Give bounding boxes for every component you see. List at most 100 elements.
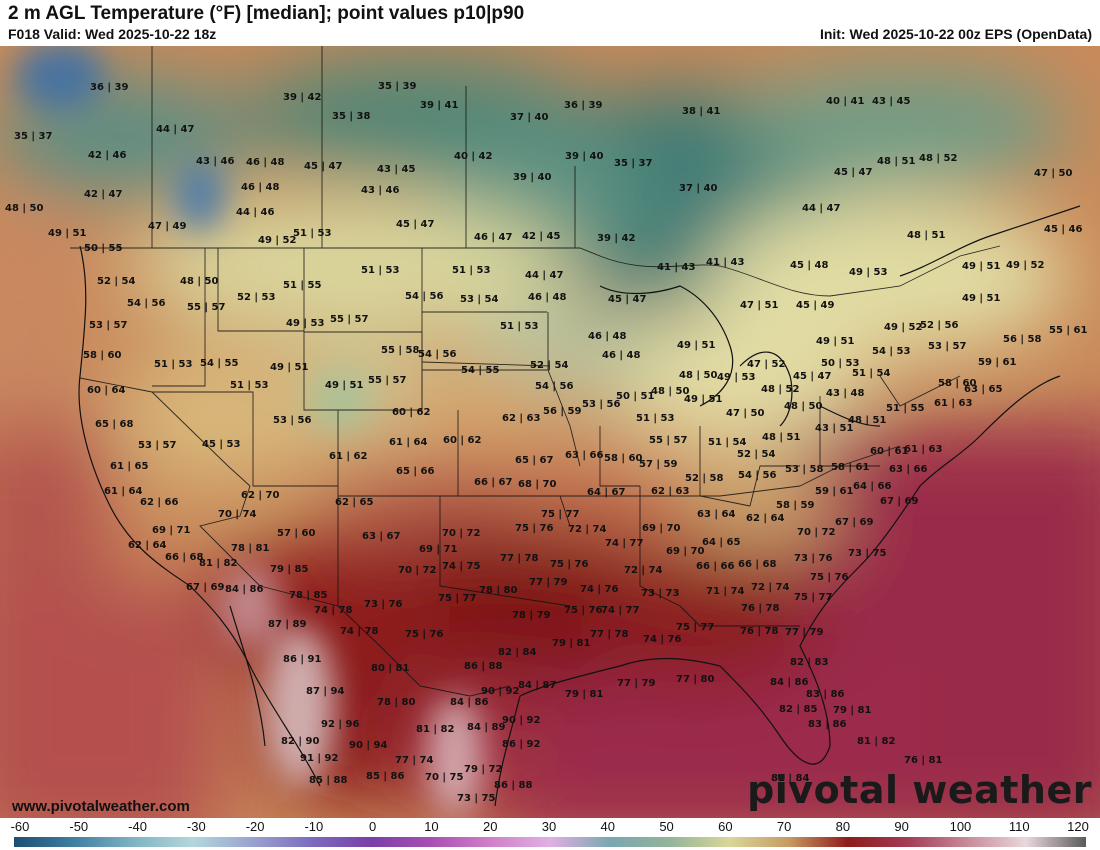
point-value: 52 | 54 (530, 360, 569, 371)
point-value: 92 | 96 (321, 719, 360, 730)
point-value: 78 | 85 (289, 590, 328, 601)
point-value: 84 | 86 (450, 697, 489, 708)
point-value: 70 | 72 (398, 565, 437, 576)
point-value: 55 | 57 (330, 314, 369, 325)
colorbar-tick-label: 100 (949, 819, 972, 834)
point-value: 62 | 66 (140, 497, 179, 508)
point-value: 63 | 67 (362, 531, 401, 542)
point-value: 47 | 49 (148, 221, 187, 232)
point-value: 43 | 45 (377, 164, 416, 175)
point-value: 39 | 41 (420, 100, 459, 111)
point-value: 87 | 89 (268, 619, 307, 630)
point-value: 35 | 37 (614, 158, 653, 169)
point-value: 86 | 92 (502, 739, 541, 750)
point-value: 48 | 52 (761, 384, 800, 395)
point-value: 75 | 77 (541, 509, 580, 520)
point-value: 66 | 66 (696, 561, 735, 572)
point-value: 69 | 71 (419, 544, 458, 555)
point-value: 54 | 56 (535, 381, 574, 392)
point-value: 51 | 55 (886, 403, 925, 414)
point-value: 45 | 47 (396, 219, 435, 230)
point-value: 60 | 62 (443, 435, 482, 446)
point-value: 53 | 54 (460, 294, 499, 305)
point-value: 46 | 48 (241, 182, 280, 193)
point-value: 51 | 55 (283, 280, 322, 291)
point-value: 77 | 79 (617, 678, 656, 689)
point-value: 48 | 51 (762, 432, 801, 443)
point-value: 48 | 50 (5, 203, 44, 214)
point-value: 78 | 79 (512, 610, 551, 621)
point-value: 48 | 50 (679, 370, 718, 381)
point-value: 70 | 72 (442, 528, 481, 539)
point-value: 51 | 54 (852, 368, 891, 379)
point-value: 82 | 85 (779, 704, 818, 715)
colorbar-tick-label: -40 (128, 819, 147, 834)
point-value: 66 | 67 (474, 477, 513, 488)
point-value: 48 | 51 (848, 415, 887, 426)
point-value: 43 | 46 (196, 156, 235, 167)
point-value: 72 | 74 (568, 524, 607, 535)
point-value: 79 | 81 (833, 705, 872, 716)
point-value: 61 | 64 (104, 486, 143, 497)
point-value: 60 | 64 (87, 385, 126, 396)
point-value: 54 | 56 (127, 298, 166, 309)
point-value: 61 | 63 (904, 444, 943, 455)
point-value: 53 | 57 (138, 440, 177, 451)
point-value: 62 | 64 (128, 540, 167, 551)
point-value: 53 | 56 (582, 399, 621, 410)
init-time: Init: Wed 2025-10-22 00z EPS (OpenData) (819, 26, 1092, 42)
point-value: 51 | 53 (361, 265, 400, 276)
colorbar-tick-label: 110 (1008, 819, 1030, 834)
point-value: 48 | 50 (180, 276, 219, 287)
point-value: 55 | 61 (1049, 325, 1088, 336)
point-value: 54 | 56 (738, 470, 777, 481)
point-value: 51 | 53 (500, 321, 539, 332)
point-value: 55 | 58 (381, 345, 420, 356)
point-value: 47 | 50 (726, 408, 765, 419)
point-value: 62 | 65 (335, 497, 374, 508)
point-value: 43 | 48 (826, 388, 865, 399)
point-value: 54 | 55 (200, 358, 239, 369)
point-value: 63 | 66 (565, 450, 604, 461)
point-value: 56 | 59 (543, 406, 582, 417)
point-value: 76 | 78 (740, 626, 779, 637)
point-value: 58 | 60 (604, 453, 643, 464)
point-value: 81 | 82 (857, 736, 896, 747)
point-value: 90 | 94 (349, 740, 388, 751)
colorbar-tick-label: 120 (1067, 819, 1089, 834)
point-value: 49 | 52 (258, 235, 297, 246)
point-value: 83 | 86 (806, 689, 845, 700)
point-value: 54 | 56 (418, 349, 457, 360)
brand-logo: pivotal weather (747, 768, 1092, 812)
temperature-map[interactable]: 36 | 39 39 | 42 35 | 39 39 | 41 37 | 40 36 | … (0, 46, 1100, 818)
point-value: 73 | 75 (848, 548, 887, 559)
point-value: 57 | 60 (277, 528, 316, 539)
point-value: 46 | 48 (588, 331, 627, 342)
point-value: 83 | 86 (808, 719, 847, 730)
point-value: 63 | 65 (964, 384, 1003, 395)
point-value: 46 | 48 (528, 292, 567, 303)
point-value: 66 | 68 (738, 559, 777, 570)
point-value: 60 | 61 (870, 446, 909, 457)
point-value: 41 | 43 (657, 262, 696, 273)
point-value: 73 | 76 (794, 553, 833, 564)
point-value: 53 | 56 (273, 415, 312, 426)
point-value: 54 | 56 (405, 291, 444, 302)
point-value: 49 | 51 (962, 261, 1001, 272)
point-value: 52 | 58 (685, 473, 724, 484)
point-value: 43 | 46 (361, 185, 400, 196)
point-value: 58 | 60 (938, 378, 977, 389)
point-value: 79 | 72 (464, 764, 503, 775)
point-value: 48 | 50 (784, 401, 823, 412)
point-value: 78 | 81 (231, 543, 270, 554)
point-value: 84 | 89 (467, 722, 506, 733)
point-value: 68 | 70 (518, 479, 557, 490)
point-value: 74 | 78 (340, 626, 379, 637)
point-value: 84 | 87 (518, 680, 557, 691)
point-value: 49 | 52 (1006, 260, 1045, 271)
colorbar-tick-label: -60 (10, 819, 30, 834)
point-value: 63 | 64 (697, 509, 736, 520)
point-value: 86 | 88 (464, 661, 503, 672)
point-value: 42 | 46 (88, 150, 127, 161)
point-value: 73 | 73 (641, 588, 680, 599)
